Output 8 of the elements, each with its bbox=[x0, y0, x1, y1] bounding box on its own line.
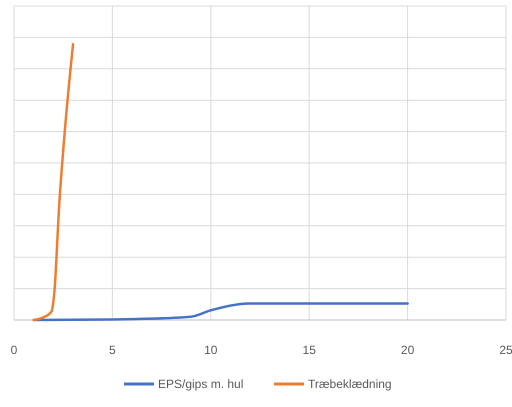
x-tick-label: 5 bbox=[109, 343, 116, 357]
x-tick-label: 20 bbox=[400, 343, 415, 357]
legend-label: EPS/gips m. hul bbox=[158, 377, 244, 391]
x-tick-label: 25 bbox=[499, 343, 512, 357]
legend-label: Træbeklædning bbox=[308, 377, 392, 391]
x-tick-label: 15 bbox=[302, 343, 316, 357]
x-tick-label: 0 bbox=[10, 343, 18, 357]
x-tick-label: 10 bbox=[204, 343, 218, 357]
